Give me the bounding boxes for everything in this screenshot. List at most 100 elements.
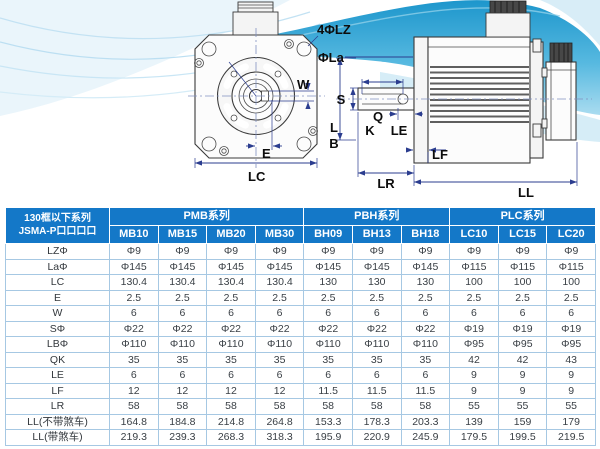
spec-cell: Φ110 xyxy=(109,336,159,353)
spec-cell: 2.5 xyxy=(351,289,402,306)
spec-cell: 2.5 xyxy=(254,289,305,306)
spec-cell: 9 xyxy=(546,367,596,384)
spec-cell: 58 xyxy=(400,398,451,415)
dimension-diagram: 4ΦLZ ΦLa W E LC S Q K LE L B LF LR LL xyxy=(0,0,600,207)
spec-cell: Φ9 xyxy=(400,243,451,260)
front-connector-cap-icon xyxy=(237,1,274,13)
spec-cell: 58 xyxy=(351,398,402,415)
spec-cell: 35 xyxy=(157,351,208,368)
spec-cell: 139 xyxy=(449,413,499,430)
row-label: LL(不带煞车) xyxy=(5,413,110,430)
spec-cell: 58 xyxy=(157,398,208,415)
spec-cell: 35 xyxy=(400,351,451,368)
row-label: LaΦ xyxy=(5,258,110,275)
dim-label-q: Q xyxy=(373,109,383,124)
spec-cell: 6 xyxy=(351,305,402,322)
model-header: BH18 xyxy=(400,225,451,244)
spec-cell: 2.5 xyxy=(157,289,208,306)
bolt-hole-icon xyxy=(201,136,217,152)
spec-cell: 159 xyxy=(497,413,548,430)
corner-header-line1: 130框以下系列 xyxy=(24,213,91,224)
flange xyxy=(413,36,429,164)
spec-cell: 318.3 xyxy=(254,429,305,446)
model-header: LC20 xyxy=(546,225,596,244)
dim-label-ll: LL xyxy=(518,185,534,200)
spec-cell: 6 xyxy=(109,305,159,322)
bolt-hole-icon xyxy=(296,136,312,152)
spec-cell: 9 xyxy=(449,382,499,399)
spec-cell: 6 xyxy=(351,367,402,384)
spec-cell: 199.5 xyxy=(497,429,548,446)
spec-cell: 9 xyxy=(497,382,548,399)
spec-cell: Φ145 xyxy=(400,258,451,275)
table-row: LaΦ Φ145 Φ145 Φ145 Φ145 Φ145 Φ145 Φ145 Φ115 Φ115 Φ… xyxy=(5,258,596,275)
spec-cell: 35 xyxy=(351,351,402,368)
spec-cell: 219.3 xyxy=(109,429,159,446)
spec-cell: Φ95 xyxy=(449,336,499,353)
spec-cell: 219.5 xyxy=(546,429,596,446)
spec-cell: 130.4 xyxy=(109,274,159,291)
encoder-body xyxy=(545,61,577,141)
spec-cell: 35 xyxy=(254,351,305,368)
spec-cell: 58 xyxy=(303,398,353,415)
spec-cell: Φ9 xyxy=(546,243,596,260)
side-view-drawing xyxy=(336,0,592,164)
spec-cell: Φ9 xyxy=(254,243,305,260)
spec-cell: 12 xyxy=(254,382,305,399)
dim-label-k: K xyxy=(365,123,375,138)
spec-cell: 100 xyxy=(546,274,596,291)
spec-cell: Φ145 xyxy=(206,258,256,275)
spec-cell: 58 xyxy=(206,398,256,415)
spec-cell: 55 xyxy=(449,398,499,415)
bolt-hole-icon xyxy=(201,41,217,57)
model-header: MB15 xyxy=(157,225,208,244)
series-header-row: 130框以下系列 JSMA-P口口口口 PMB系列 PBH系列 PLC系列 xyxy=(5,207,596,244)
spec-cell: Φ9 xyxy=(157,243,208,260)
row-label: W xyxy=(5,305,110,322)
cooling-fins xyxy=(430,66,529,123)
series-header-plc: PLC系列 xyxy=(449,207,596,226)
dim-label-s: S xyxy=(337,92,346,107)
spec-cell: Φ19 xyxy=(546,320,596,337)
spec-cell: 6 xyxy=(206,305,256,322)
spec-cell: 42 xyxy=(497,351,548,368)
spec-cell: 2.5 xyxy=(303,289,353,306)
model-header: LC10 xyxy=(449,225,499,244)
front-connector-icon xyxy=(232,11,279,37)
spec-cell: 6 xyxy=(400,305,451,322)
encoder-cap-icon xyxy=(549,42,573,63)
dim-label-lf: LF xyxy=(432,147,448,162)
spec-cell: Φ110 xyxy=(254,336,305,353)
table-row: LR 58 58 58 58 58 58 58 55 55 55 xyxy=(5,398,596,415)
spec-cell: 100 xyxy=(497,274,548,291)
spec-cell: 178.3 xyxy=(351,413,402,430)
spec-cell: 130 xyxy=(303,274,353,291)
spec-cell: Φ9 xyxy=(303,243,353,260)
spec-cell: Φ145 xyxy=(254,258,305,275)
spec-cell: 11.5 xyxy=(303,382,353,399)
model-header: BH09 xyxy=(303,225,353,244)
spec-cell: 264.8 xyxy=(254,413,305,430)
spec-table-body: LZΦ Φ9 Φ9 Φ9 Φ9 Φ9 Φ9 Φ9 Φ9 Φ9 Φ9 LaΦ Φ145 Φ145 Φ145 Φ1… xyxy=(5,243,596,446)
spec-cell: Φ9 xyxy=(497,243,548,260)
spec-cell: 12 xyxy=(109,382,159,399)
spec-cell: Φ95 xyxy=(546,336,596,353)
dim-label-lc: LC xyxy=(248,169,266,184)
spec-cell: 130.4 xyxy=(157,274,208,291)
spec-cell: 130 xyxy=(400,274,451,291)
spec-cell: 6 xyxy=(546,305,596,322)
table-row: LBΦ Φ110 Φ110 Φ110 Φ110 Φ110 Φ110 Φ110 Φ95 Φ95 Φ95 xyxy=(5,336,596,353)
spec-cell: 2.5 xyxy=(109,289,159,306)
spec-cell: 6 xyxy=(400,367,451,384)
spec-table-header: 130框以下系列 JSMA-P口口口口 PMB系列 PBH系列 PLC系列 MB… xyxy=(5,207,596,244)
corner-header: 130框以下系列 JSMA-P口口口口 xyxy=(5,207,110,244)
spec-cell: Φ110 xyxy=(206,336,256,353)
spec-cell: 203.3 xyxy=(400,413,451,430)
dim-label-e: E xyxy=(262,146,271,161)
table-row: LF 12 12 12 12 11.5 11.5 11.5 9 9 9 xyxy=(5,382,596,399)
spec-cell: 6 xyxy=(254,367,305,384)
dim-label-b: B xyxy=(329,136,338,151)
dim-label-lr: LR xyxy=(377,176,395,191)
spec-cell: 43 xyxy=(546,351,596,368)
